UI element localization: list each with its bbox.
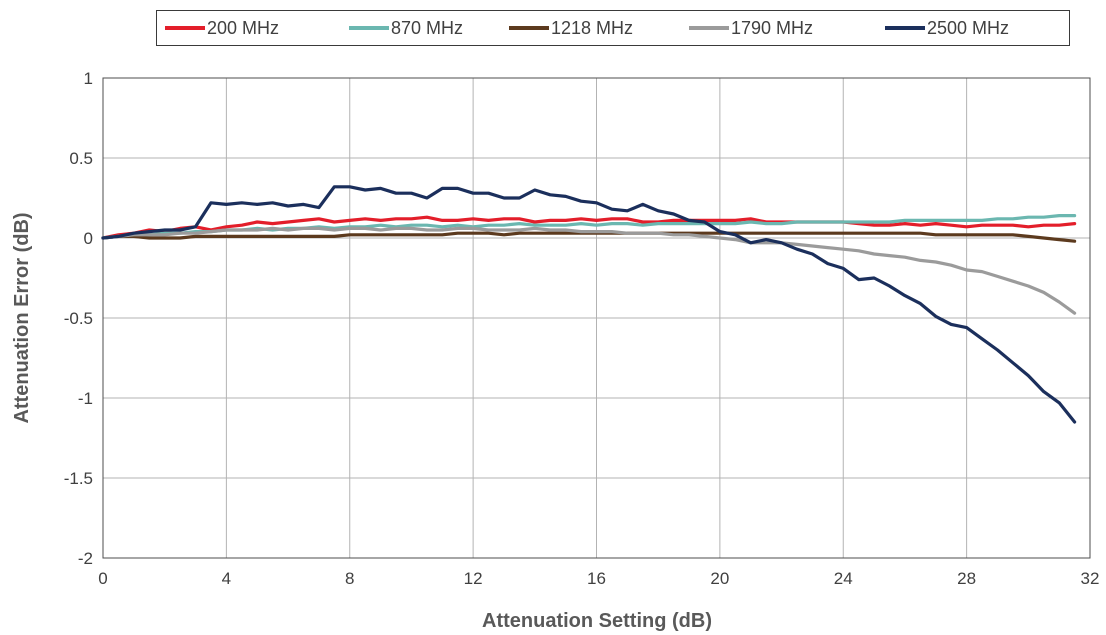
legend-label: 1218 MHz bbox=[551, 17, 634, 38]
legend-swatch bbox=[885, 26, 925, 30]
y-tick-label: -1.5 bbox=[64, 469, 93, 488]
y-axis-label: Attenuation Error (dB) bbox=[11, 212, 33, 423]
x-tick-label: 16 bbox=[587, 569, 606, 588]
legend-label: 1790 MHz bbox=[731, 17, 814, 38]
y-tick-label: -2 bbox=[78, 549, 93, 568]
legend-swatch bbox=[165, 26, 205, 30]
x-tick-label: 24 bbox=[834, 569, 853, 588]
legend-item: 1218 MHz bbox=[509, 11, 633, 45]
x-tick-label: 28 bbox=[957, 569, 976, 588]
legend-label: 2500 MHz bbox=[927, 17, 1010, 38]
y-tick-label: 0 bbox=[84, 229, 93, 248]
series-line-1218-mhz bbox=[101, 231, 1077, 243]
y-tick-label: 0.5 bbox=[69, 149, 93, 168]
legend-item: 1790 MHz bbox=[689, 11, 813, 45]
x-tick-label: 4 bbox=[222, 569, 231, 588]
y-tick-label: -1 bbox=[78, 389, 93, 408]
y-tick-label: -0.5 bbox=[64, 309, 93, 328]
x-tick-label: 12 bbox=[464, 569, 483, 588]
legend-item: 200 MHz bbox=[165, 11, 279, 45]
legend-swatch bbox=[349, 26, 389, 30]
series-line-1790-mhz bbox=[101, 226, 1077, 315]
plot-border bbox=[102, 77, 1091, 559]
series-line-2500-mhz bbox=[101, 185, 1077, 424]
x-tick-label: 20 bbox=[710, 569, 729, 588]
x-axis-label: Attenuation Setting (dB) bbox=[482, 610, 712, 632]
legend-swatch bbox=[509, 26, 549, 30]
x-tick-label: 0 bbox=[98, 569, 107, 588]
legend-label: 870 MHz bbox=[391, 17, 464, 38]
x-tick-label: 8 bbox=[345, 569, 354, 588]
y-tick-label: 1 bbox=[84, 69, 93, 88]
x-tick-label: 32 bbox=[1081, 569, 1100, 588]
legend-label: 200 MHz bbox=[207, 17, 280, 38]
legend-item: 2500 MHz bbox=[885, 11, 1009, 45]
legend-item: 870 MHz bbox=[349, 11, 463, 45]
legend-swatch bbox=[689, 26, 729, 30]
chart-legend: 200 MHz 870 MHz 1218 MHz 1790 MHz 2500 MHz bbox=[156, 10, 1070, 46]
series-line-200-mhz bbox=[101, 215, 1077, 240]
